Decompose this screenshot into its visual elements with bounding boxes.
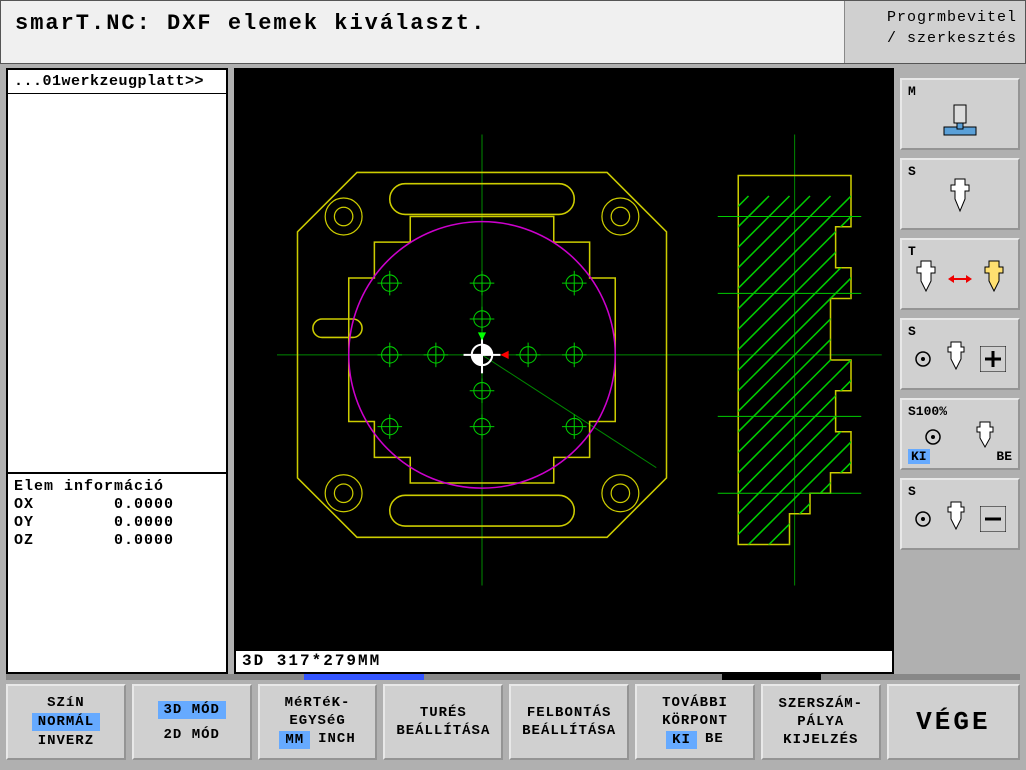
softkey-label: M	[908, 84, 916, 99]
tool-icon	[944, 500, 968, 538]
knob-icon	[924, 428, 942, 446]
btn-line: PÁLYA	[797, 713, 844, 731]
file-tab[interactable]: ...01werkzeugplatt>>	[8, 70, 226, 94]
mode-line-2: / szerkesztés	[853, 28, 1017, 49]
softkey-units[interactable]: MéRTéK- EGYSéG MM INCH	[258, 684, 378, 760]
btn-title: KÖRPONT	[662, 712, 728, 730]
info-title: Elem információ	[14, 478, 220, 496]
toggle-on: BE	[996, 449, 1012, 464]
mode-indicator: Progrmbevitel / szerkesztés	[845, 1, 1025, 63]
left-panel: ...01werkzeugplatt>> Elem információ OX …	[6, 68, 228, 674]
info-row: OY 0.0000	[14, 514, 220, 532]
info-row: OX 0.0000	[14, 496, 220, 514]
knob-icon	[914, 510, 932, 528]
btn-option: INVERZ	[38, 732, 94, 750]
info-row: OZ 0.0000	[14, 532, 220, 550]
knob-icon	[914, 350, 932, 368]
btn-option-active: 3D MÓD	[158, 701, 226, 719]
btn-line: KIJELZÉS	[783, 731, 858, 749]
softkey-t-swap[interactable]: T	[900, 238, 1020, 310]
softkey-end[interactable]: VÉGE	[887, 684, 1020, 760]
btn-line: FELBONTÁS	[527, 704, 612, 722]
softkey-label: T	[908, 244, 916, 259]
softkey-page-indicator	[6, 674, 1020, 680]
softkey-color[interactable]: SZíN NORMÁL INVERZ	[6, 684, 126, 760]
btn-title: SZíN	[47, 694, 85, 712]
bottom-softkeys: SZíN NORMÁL INVERZ 3D MÓD 2D MÓD MéRTéK-…	[0, 680, 1026, 764]
page-title: smarT.NC: DXF elemek kiválaszt.	[1, 1, 845, 63]
softkey-resolution[interactable]: FELBONTÁS BEÁLLÍTÁSA	[509, 684, 629, 760]
softkey-label: S100%	[908, 404, 947, 419]
header: smarT.NC: DXF elemek kiválaszt. Progrmbe…	[0, 0, 1026, 64]
tool-icon	[913, 259, 939, 299]
btn-line: TURÉS	[420, 704, 467, 722]
softkey-tolerance[interactable]: TURÉS BEÁLLÍTÁSA	[383, 684, 503, 760]
dxf-drawing	[236, 70, 892, 650]
softkey-s-tool[interactable]: S	[900, 158, 1020, 230]
tree-area[interactable]	[8, 94, 226, 472]
btn-option: BE	[705, 730, 724, 750]
main-body: ...01werkzeugplatt>> Elem információ OX …	[0, 64, 1026, 674]
tool-icon	[944, 340, 968, 378]
canvas-panel: 3D 317*279MM	[234, 68, 894, 674]
btn-title: TOVÁBBI	[662, 694, 728, 712]
status-bar: 3D 317*279MM	[236, 650, 892, 672]
softkey-s-plus[interactable]: S	[900, 318, 1020, 390]
machine-icon	[936, 99, 984, 139]
softkey-s-minus[interactable]: S	[900, 478, 1020, 550]
btn-option: 2D MÓD	[164, 726, 220, 744]
dxf-canvas[interactable]	[236, 70, 892, 650]
info-value: 0.0000	[54, 514, 174, 532]
tool-icon	[945, 177, 975, 221]
minus-icon	[980, 506, 1006, 532]
softkey-more-centers[interactable]: TOVÁBBI KÖRPONT KI BE	[635, 684, 755, 760]
softkey-viewmode[interactable]: 3D MÓD 2D MÓD	[132, 684, 252, 760]
plus-icon	[980, 346, 1006, 372]
btn-option-active: KI	[666, 731, 697, 749]
info-label: OX	[14, 496, 54, 514]
btn-title: EGYSéG	[289, 712, 345, 730]
btn-line: BEÁLLÍTÁSA	[522, 722, 616, 740]
element-info: Elem információ OX 0.0000 OY 0.0000 OZ 0…	[8, 472, 226, 672]
info-value: 0.0000	[54, 496, 174, 514]
right-softkeys: M S T S	[900, 68, 1020, 674]
btn-title: MéRTéK-	[285, 694, 351, 712]
btn-option-active: NORMÁL	[32, 713, 100, 731]
info-label: OZ	[14, 532, 54, 550]
softkey-toolpath[interactable]: SZERSZÁM- PÁLYA KIJELZÉS	[761, 684, 881, 760]
toggle-off: KI	[908, 449, 930, 464]
mode-line-1: Progrmbevitel	[853, 7, 1017, 28]
btn-line: BEÁLLÍTÁSA	[396, 722, 490, 740]
softkey-label: S	[908, 164, 916, 179]
info-label: OY	[14, 514, 54, 532]
btn-line: SZERSZÁM-	[778, 695, 863, 713]
btn-option-active: MM	[279, 731, 310, 749]
info-value: 0.0000	[54, 532, 174, 550]
softkey-label: S	[908, 484, 916, 499]
btn-option: INCH	[318, 730, 356, 750]
swap-arrow-icon	[948, 273, 972, 285]
tool-icon	[981, 259, 1007, 299]
softkey-label: S	[908, 324, 916, 339]
softkey-m[interactable]: M	[900, 78, 1020, 150]
softkey-s100[interactable]: S100% KI BE	[900, 398, 1020, 470]
